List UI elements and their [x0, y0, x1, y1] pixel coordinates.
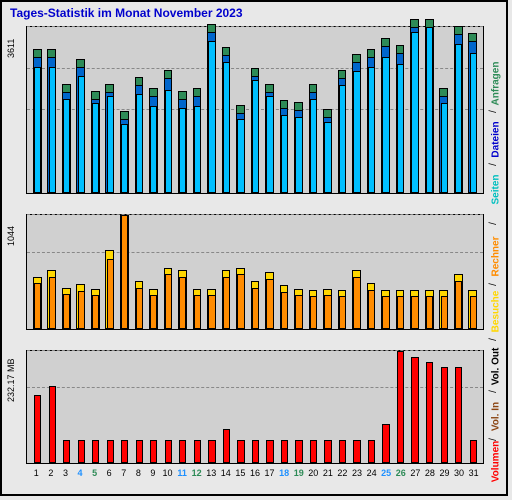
x-tick: 31 — [466, 468, 481, 478]
panel-visits — [26, 214, 484, 330]
legend: Volumen/Vol. In/Vol. Out/Besuche/Rechner… — [486, 26, 504, 484]
x-tick: 20 — [306, 468, 321, 478]
x-tick: 5 — [87, 468, 102, 478]
x-tick: 27 — [408, 468, 423, 478]
x-tick: 17 — [262, 468, 277, 478]
panel-hits — [26, 26, 484, 194]
x-tick: 8 — [131, 468, 146, 478]
x-tick: 26 — [393, 468, 408, 478]
x-axis: 1234567891011121314151617181920212223242… — [26, 468, 484, 478]
x-tick: 7 — [116, 468, 131, 478]
x-tick: 14 — [219, 468, 234, 478]
x-tick: 9 — [146, 468, 161, 478]
x-tick: 4 — [73, 468, 88, 478]
y-label-mid: 1044 — [6, 226, 16, 246]
x-tick: 15 — [233, 468, 248, 478]
x-tick: 25 — [379, 468, 394, 478]
x-tick: 16 — [248, 468, 263, 478]
x-tick: 11 — [175, 468, 190, 478]
x-tick: 12 — [189, 468, 204, 478]
x-tick: 18 — [277, 468, 292, 478]
legend-dateien: Dateien — [491, 118, 502, 162]
x-tick: 3 — [58, 468, 73, 478]
legend-volout: Vol. Out — [491, 345, 502, 389]
x-tick: 2 — [44, 468, 59, 478]
legend-besuche: Besuche — [491, 290, 502, 334]
x-tick: 1 — [29, 468, 44, 478]
x-tick: 24 — [364, 468, 379, 478]
legend-anfragen: Anfragen — [491, 62, 502, 106]
legend-rechner: Rechner — [491, 235, 502, 279]
legend-volin: Vol. In — [491, 395, 502, 439]
x-tick: 30 — [452, 468, 467, 478]
legend-seiten: Seiten — [491, 168, 502, 212]
x-tick: 19 — [291, 468, 306, 478]
y-label-bot: 232.17 MB — [6, 358, 16, 402]
x-tick: 22 — [335, 468, 350, 478]
x-tick: 13 — [204, 468, 219, 478]
x-tick: 10 — [160, 468, 175, 478]
stats-chart: Tages-Statistik im Monat November 2023 3… — [0, 0, 508, 496]
y-label-top: 3611 — [6, 39, 16, 58]
chart-title: Tages-Statistik im Monat November 2023 — [10, 6, 243, 20]
legend-volumen: Volumen — [491, 440, 502, 484]
x-tick: 23 — [350, 468, 365, 478]
x-tick: 28 — [423, 468, 438, 478]
x-tick: 6 — [102, 468, 117, 478]
x-tick: 21 — [321, 468, 336, 478]
x-tick: 29 — [437, 468, 452, 478]
panel-volume — [26, 350, 484, 464]
